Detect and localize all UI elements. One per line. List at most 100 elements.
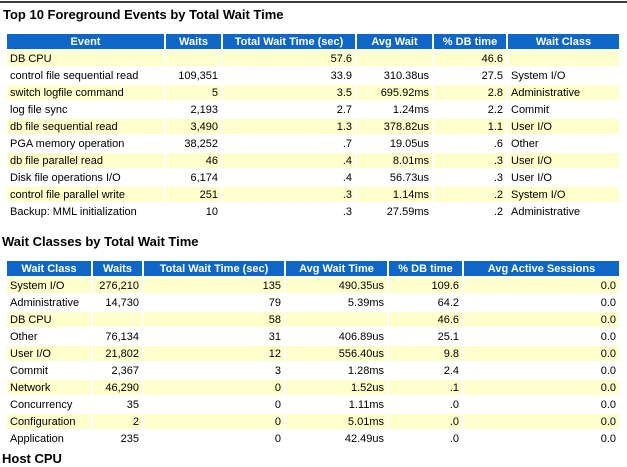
table-cell: 56.73us [357, 170, 432, 185]
table-cell: 109.6 [389, 278, 462, 293]
table-cell: 1.28ms [286, 363, 387, 378]
top-divider [0, 1, 627, 3]
table-cell: 79 [144, 295, 284, 310]
table-row: Commit 2,367 3 1.28ms 2.4 0.0 [7, 363, 619, 378]
header-row: Wait Class Waits Total Wait Time (sec) Avg … [7, 261, 619, 276]
column-header: Avg Wait Time [286, 261, 387, 276]
table-cell: 2.7 [223, 102, 355, 117]
table-cell: 8.01ms [357, 153, 432, 168]
table-cell: 0 [144, 431, 284, 446]
table-cell: 27.5 [434, 68, 506, 83]
table-cell: .4 [223, 153, 355, 168]
table-cell: Backup: MML initialization [7, 204, 164, 219]
table-cell: 109,351 [166, 68, 221, 83]
table-row: DB CPU 58 46.6 0.0 [7, 312, 619, 327]
table-cell: 58 [144, 312, 284, 327]
column-header: Total Wait Time (sec) [223, 34, 355, 49]
section-title-top10-foreground-events: Top 10 Foreground Events by Total Wait T… [3, 7, 284, 22]
table-cell: 0.0 [464, 278, 619, 293]
table-row: PGA memory operation 38,252.7 19.05us .6 Oth… [7, 136, 619, 151]
table-cell: .3 [434, 153, 506, 168]
table-cell: Disk file operations I/O [7, 170, 164, 185]
table-cell: Network [7, 380, 91, 395]
table-cell: 1.52us [286, 380, 387, 395]
table-cell: 378.82us [357, 119, 432, 134]
table-row: db file sequential read 3,490 1.3 378.82us 1… [7, 119, 619, 134]
column-header: Waits [166, 34, 221, 49]
table-cell: 33.9 [223, 68, 355, 83]
table-row: Administrative 14,730 79 5.39ms 64.2 0.0 [7, 295, 619, 310]
table-cell: 64.2 [389, 295, 462, 310]
column-header: Wait Class [508, 34, 619, 49]
table-cell: .3 [223, 204, 355, 219]
table-cell: 3 [144, 363, 284, 378]
table-cell: 5.01ms [286, 414, 387, 429]
table-cell: 2.8 [434, 85, 506, 100]
table-row: log file sync 2,193 2.7 1.24ms 2.2 Commit [7, 102, 619, 117]
table-cell: System I/O [508, 68, 619, 83]
column-header: % DB time [434, 34, 506, 49]
table-cell [93, 312, 142, 327]
table-cell [166, 51, 221, 66]
table-cell [286, 312, 387, 327]
column-header: Wait Class [7, 261, 91, 276]
table-cell: Other [508, 136, 619, 151]
table-cell: Commit [508, 102, 619, 117]
table-cell: 0 [144, 380, 284, 395]
table-cell: User I/O [7, 346, 91, 361]
table-row: switch logfile command 5 3.5 695.92ms 2.8 Adm… [7, 85, 619, 100]
table-cell: 0.0 [464, 329, 619, 344]
table-cell: 19.05us [357, 136, 432, 151]
table-cell: .3 [434, 170, 506, 185]
table-cell: .1 [389, 380, 462, 395]
table-cell: DB CPU [7, 312, 91, 327]
column-header: Avg Wait [357, 34, 432, 49]
table-cell: 406.89us [286, 329, 387, 344]
table-cell: 3.5 [223, 85, 355, 100]
table-row: Other 76,134 31 406.89us 25.1 0.0 [7, 329, 619, 344]
table-cell: db file sequential read [7, 119, 164, 134]
table-cell: 1.14ms [357, 187, 432, 202]
table-cell: 0.0 [464, 431, 619, 446]
table-cell: log file sync [7, 102, 164, 117]
top10-foreground-events-table: Event Waits Total Wait Time (sec) Avg Wait%… [5, 32, 621, 221]
table-cell: 76,134 [93, 329, 142, 344]
table-cell: Administrative [508, 85, 619, 100]
table-cell: 135 [144, 278, 284, 293]
table-cell: 1.11ms [286, 397, 387, 412]
table-cell: 10 [166, 204, 221, 219]
table-cell [508, 51, 619, 66]
table-cell: 38,252 [166, 136, 221, 151]
table-cell: Concurrency [7, 397, 91, 412]
table-row: Configuration 2 0 5.01ms .0 0.0 [7, 414, 619, 429]
table-cell: 2,193 [166, 102, 221, 117]
table-cell: 2,367 [93, 363, 142, 378]
table-cell: 1.24ms [357, 102, 432, 117]
table-cell: control file sequential read [7, 68, 164, 83]
table-cell: .7 [223, 136, 355, 151]
table-cell: .0 [389, 414, 462, 429]
table-cell: .6 [434, 136, 506, 151]
table-cell: 12 [144, 346, 284, 361]
table-cell: 2.4 [389, 363, 462, 378]
table-cell: User I/O [508, 170, 619, 185]
table-cell: 0.0 [464, 380, 619, 395]
table-cell: System I/O [508, 187, 619, 202]
table-row: control file parallel write 251.3 1.14ms .2… [7, 187, 619, 202]
table-cell: 21,802 [93, 346, 142, 361]
table-row: db file parallel read 46.4 8.01ms .3 User I/… [7, 153, 619, 168]
table-cell: 0 [144, 414, 284, 429]
table-row: Network 46,290 0 1.52us .1 0.0 [7, 380, 619, 395]
table-cell: Other [7, 329, 91, 344]
column-header: Event [7, 34, 164, 49]
header-row: Event Waits Total Wait Time (sec) Avg Wait%… [7, 34, 619, 49]
section-title-wait-classes: Wait Classes by Total Wait Time [2, 234, 199, 249]
table-cell: 490.35us [286, 278, 387, 293]
table-row: Backup: MML initialization 10.3 27.59ms .2 A… [7, 204, 619, 219]
table-cell: 42.49us [286, 431, 387, 446]
table-cell: 46,290 [93, 380, 142, 395]
table-cell: 1.1 [434, 119, 506, 134]
table-cell: .0 [389, 397, 462, 412]
table-cell: 9.8 [389, 346, 462, 361]
